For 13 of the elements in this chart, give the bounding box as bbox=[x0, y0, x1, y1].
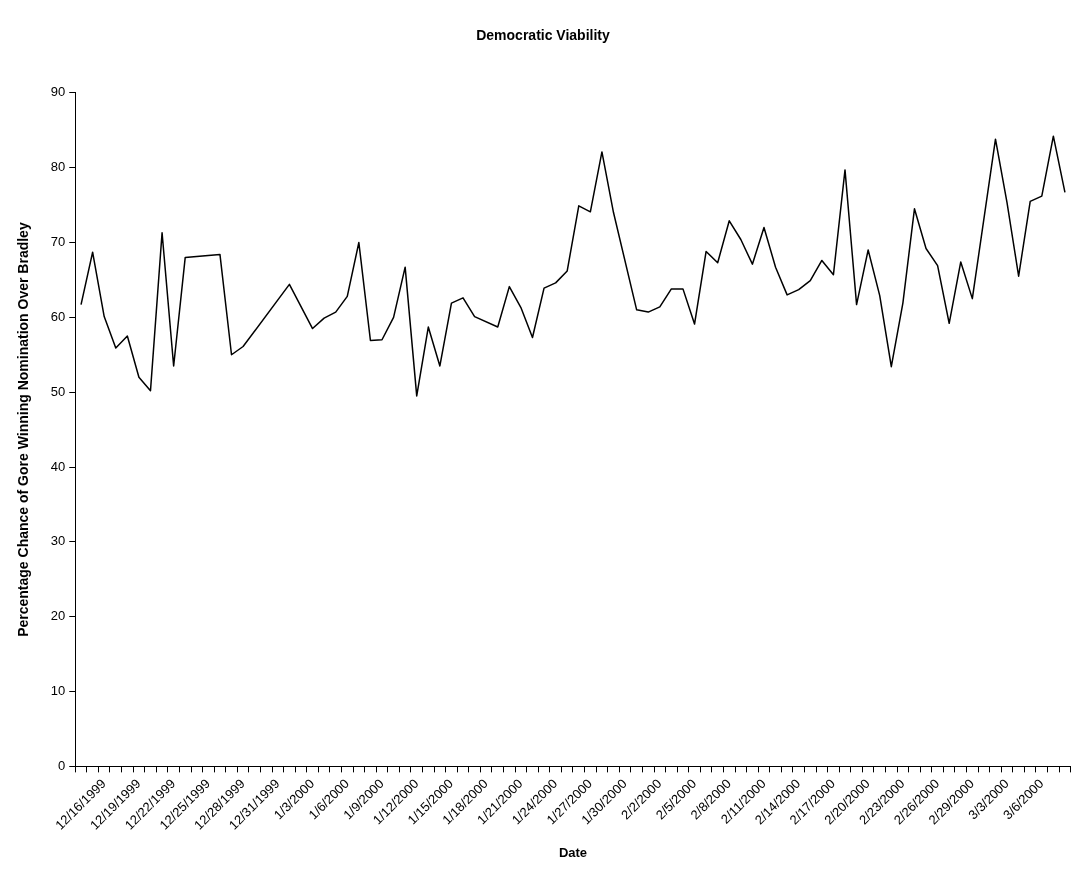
y-tick-label: 0 bbox=[58, 757, 66, 773]
y-tick-label: 90 bbox=[50, 84, 66, 100]
y-tick-label: 20 bbox=[50, 608, 66, 624]
y-tick-label: 80 bbox=[50, 159, 66, 175]
y-tick-label: 10 bbox=[50, 683, 66, 699]
x-axis-title: Date bbox=[558, 844, 588, 860]
y-axis-title: Percentage Chance of Gore Winning Nomination Over Bradley bbox=[15, 222, 32, 637]
y-tick-label: 30 bbox=[50, 533, 66, 549]
y-tick-label: 50 bbox=[50, 383, 66, 399]
y-tick-label: 40 bbox=[50, 458, 66, 474]
y-tick-label: 60 bbox=[50, 308, 66, 324]
y-tick-label: 70 bbox=[50, 234, 66, 250]
chart-title: Democratic Viability bbox=[476, 27, 610, 44]
